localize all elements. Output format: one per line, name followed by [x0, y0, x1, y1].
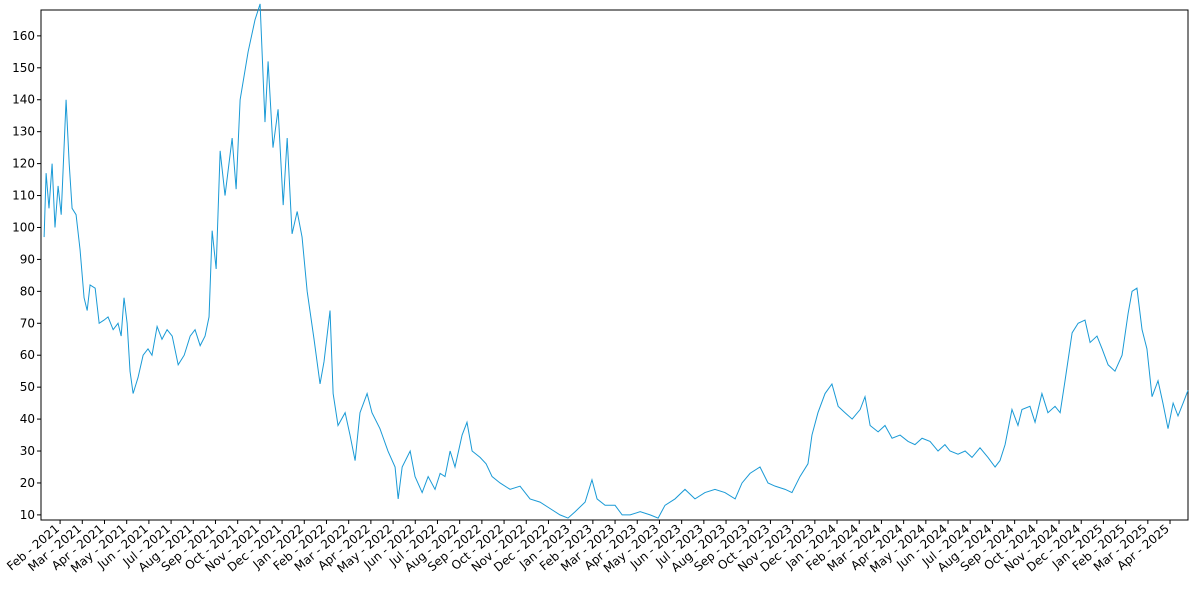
y-tick-label: 20 [20, 476, 35, 490]
y-tick-label: 140 [12, 93, 35, 107]
y-tick-label: 70 [20, 316, 35, 330]
y-tick-label: 80 [20, 284, 35, 298]
y-tick-label: 100 [12, 220, 35, 234]
y-tick-label: 120 [12, 157, 35, 171]
y-tick-label: 110 [12, 189, 35, 203]
y-tick-label: 130 [12, 125, 35, 139]
y-tick-label: 50 [20, 380, 35, 394]
y-tick-label: 10 [20, 508, 35, 522]
y-tick-label: 160 [12, 29, 35, 43]
y-tick-label: 150 [12, 61, 35, 75]
y-tick-label: 30 [20, 444, 35, 458]
y-tick-label: 40 [20, 412, 35, 426]
price-line [43, 3, 1189, 519]
y-tick-label: 90 [20, 252, 35, 266]
y-tick-label: 60 [20, 348, 35, 362]
plot-frame [40, 9, 1189, 521]
